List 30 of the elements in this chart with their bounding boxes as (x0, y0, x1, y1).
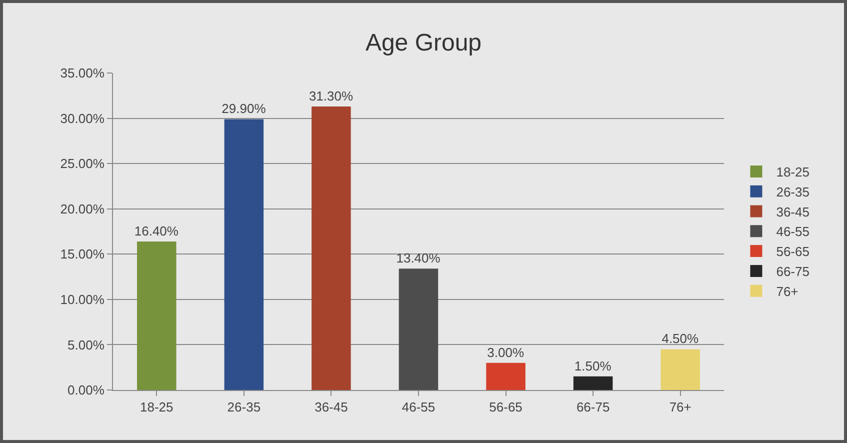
legend-label: 46-55 (776, 224, 810, 240)
y-tick-label: 15.00% (60, 246, 105, 262)
y-tick-label: 0.00% (68, 382, 105, 398)
x-tick-label: 36-45 (314, 400, 348, 415)
data-label: 16.40% (134, 223, 179, 238)
x-tick-label: 66-75 (576, 400, 610, 415)
legend-label: 18-25 (776, 164, 810, 180)
y-tick-label: 10.00% (60, 292, 105, 307)
data-label: 3.00% (487, 344, 524, 360)
x-tick-label: 76+ (669, 400, 692, 415)
y-tick-label: 25.00% (60, 156, 105, 172)
legend-label: 36-45 (776, 204, 810, 220)
x-tick-label: 26-35 (227, 400, 261, 415)
data-label: 29.90% (222, 101, 266, 116)
y-tick-label: 5.00% (68, 337, 105, 352)
x-tick-label: 56-65 (489, 400, 522, 415)
legend-label: 56-65 (776, 244, 810, 260)
x-tick-label: 18-25 (140, 400, 174, 415)
data-label: 4.50% (662, 331, 700, 346)
y-tick-label: 35.00% (60, 66, 105, 81)
y-tick-label: 20.00% (60, 201, 105, 216)
data-label: 1.50% (574, 358, 612, 374)
legend-label: 26-35 (776, 184, 810, 200)
x-tick-label: 46-55 (402, 400, 436, 415)
data-label: 31.30% (308, 88, 354, 104)
data-label: 13.40% (396, 250, 441, 266)
legend-label: 66-75 (776, 264, 810, 280)
legend-label: 76+ (776, 284, 798, 299)
y-tick-label: 30.00% (60, 110, 105, 126)
chart-title: Age Group (365, 29, 482, 56)
